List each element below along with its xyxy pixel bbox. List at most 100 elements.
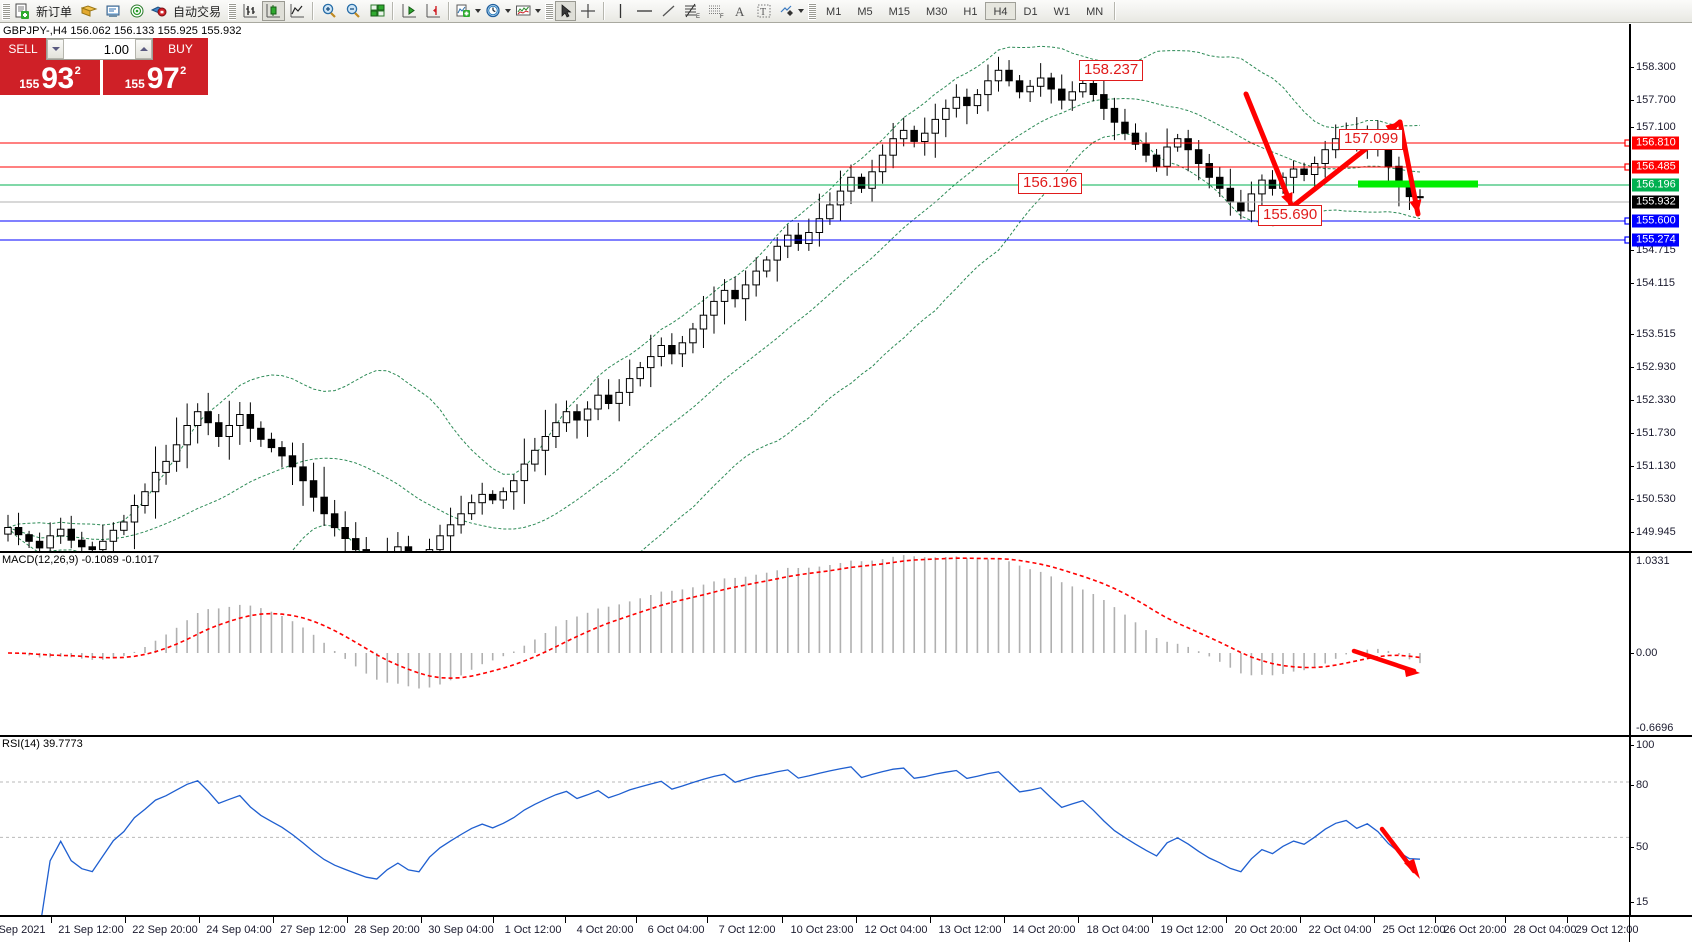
rsi-pane[interactable]: RSI(14) 39.7773 100 80 50 15 (0, 736, 1692, 916)
rsi-axis-tick: 15 (1630, 896, 1649, 908)
buy-price-display[interactable]: 155 97 2 (103, 60, 208, 95)
sell-pips: 93 (41, 62, 74, 95)
price-callout[interactable]: 158.237 (1079, 60, 1144, 81)
signal-button[interactable] (125, 1, 149, 21)
trendline-button[interactable] (656, 1, 680, 21)
candlestick-chart-button[interactable] (262, 1, 286, 21)
time-axis-separator (565, 917, 566, 923)
svg-text:E: E (696, 14, 700, 19)
toolbar-grip[interactable] (2, 2, 10, 20)
buy-button[interactable]: BUY (153, 38, 208, 60)
timeframe-h1[interactable]: H1 (963, 6, 978, 18)
sell-button[interactable]: SELL (0, 38, 46, 60)
zoom-in-icon (322, 3, 336, 18)
time-axis-label: 18 Oct 04:00 (1086, 924, 1150, 936)
price-callout[interactable]: 157.099 (1339, 129, 1404, 150)
templates-icon (516, 5, 531, 16)
auto-scroll-button[interactable] (421, 1, 445, 21)
autotrading-button[interactable]: 自动交易 (149, 1, 226, 21)
cursor-button[interactable] (555, 1, 577, 21)
macd-axis[interactable]: 1.0331 0.00 -0.6696 (1630, 553, 1692, 735)
chart-shift-button[interactable] (397, 1, 421, 21)
volume-decrement-button[interactable] (47, 39, 64, 59)
templates-dropdown-caret[interactable] (535, 9, 542, 13)
horizontal-line-button[interactable] (632, 1, 656, 21)
price-axis-tick: 153.515 (1631, 328, 1676, 340)
time-axis-separator (1004, 917, 1005, 923)
period-dropdown-caret[interactable] (505, 9, 512, 13)
svg-text:T: T (760, 7, 766, 18)
time-axis-separator (1374, 917, 1375, 923)
symbol-info-line: GBPJPY-,H4 156.062 156.133 155.925 155.9… (3, 25, 242, 37)
line-chart-button[interactable] (285, 1, 309, 21)
chevron-up-icon (139, 47, 148, 51)
price-axis[interactable]: 158.300 157.700 157.100 154.715 154.115 153.5… (1630, 24, 1692, 551)
toolbar-grip-3[interactable] (545, 2, 554, 20)
new-order-button[interactable]: 新订单 (12, 1, 77, 21)
zoom-out-button[interactable] (341, 1, 365, 21)
folder-button[interactable] (77, 1, 101, 21)
shapes-icon (780, 5, 794, 16)
price-callout[interactable]: 156.196 (1018, 173, 1083, 194)
price-callout[interactable]: 155.690 (1258, 205, 1323, 226)
time-axis-label: 12 Oct 04:00 (864, 924, 928, 936)
macd-pane-right-edge (1629, 553, 1630, 735)
bar-chart-button[interactable] (238, 1, 262, 21)
time-axis[interactable]: Sep 2021 21 Sep 12:00 22 Sep 20:00 24 Sep 0… (0, 916, 1692, 942)
shapes-dropdown-caret[interactable] (798, 9, 805, 13)
sell-price-display[interactable]: 155 93 2 (0, 60, 100, 95)
crosshair-button[interactable] (576, 1, 600, 21)
timeframe-mn[interactable]: MN (1086, 6, 1104, 18)
text-label-button[interactable]: T (752, 1, 776, 21)
indicators-icon (456, 4, 471, 17)
volume-stepper[interactable]: 1.00 (46, 38, 153, 60)
timeframe-w1[interactable]: W1 (1053, 6, 1071, 18)
macd-pane[interactable]: MACD(12,26,9) -0.1089 -0.1017 1.0331 0.00… (0, 552, 1692, 736)
volume-input[interactable]: 1.00 (103, 41, 129, 57)
volume-increment-button[interactable] (135, 39, 152, 59)
time-axis-label: 24 Sep 04:00 (206, 924, 272, 936)
terminal-button[interactable] (101, 1, 125, 21)
svg-text:F: F (720, 14, 724, 19)
fibonacci-button[interactable]: E (680, 1, 704, 21)
time-axis-label: 4 Oct 20:00 (576, 924, 634, 936)
timeframe-m5[interactable]: M5 (857, 6, 873, 18)
price-level-tag[interactable]: 155.274 (1632, 233, 1679, 247)
rsi-axis-tick: 50 (1630, 841, 1649, 853)
price-chart-pane[interactable]: 158.300 157.700 157.100 154.715 154.115 153.5… (0, 24, 1692, 552)
toolbar-grip-4[interactable] (808, 2, 817, 20)
timeframe-d1[interactable]: D1 (1023, 6, 1038, 18)
time-axis-label: 21 Sep 12:00 (58, 924, 124, 936)
price-level-tag[interactable]: 156.485 (1632, 160, 1679, 174)
time-axis-label: Sep 2021 (0, 924, 46, 936)
timeframe-m30[interactable]: M30 (926, 6, 948, 18)
vertical-line-button[interactable] (608, 1, 632, 21)
indicators-dropdown-caret[interactable] (475, 9, 482, 13)
time-axis-label: 19 Oct 12:00 (1160, 924, 1224, 936)
time-axis-separator (1078, 917, 1079, 923)
rsi-legend: RSI(14) 39.7773 (2, 738, 83, 750)
price-axis-tick: 151.730 (1631, 427, 1676, 439)
zoom-in-button[interactable] (317, 1, 341, 21)
tile-windows-button[interactable] (365, 1, 389, 21)
timeframe-m15[interactable]: M15 (888, 6, 910, 18)
toolbar-grip-2[interactable] (228, 2, 237, 20)
time-axis-separator (51, 917, 52, 923)
shapes-button[interactable] (776, 1, 806, 21)
price-axis-tick: 158.300 (1631, 61, 1676, 73)
price-level-tag[interactable]: 156.196 (1632, 178, 1679, 192)
text-icon: A (735, 4, 745, 19)
one-click-trading-panel[interactable]: SELL 1.00 BUY 155 93 2 155 97 2 (0, 38, 208, 95)
rsi-axis[interactable]: 100 80 50 15 (1630, 737, 1692, 915)
timeframe-m1[interactable]: M1 (826, 6, 842, 18)
timeframe-h4[interactable]: H4 (985, 2, 1016, 20)
period-button[interactable] (483, 1, 513, 21)
text-button[interactable]: A (728, 1, 752, 21)
price-level-tag[interactable]: 156.810 (1632, 136, 1679, 150)
price-level-tag[interactable]: 155.932 (1632, 195, 1679, 209)
price-level-tag[interactable]: 155.600 (1632, 214, 1679, 228)
fibonacci-fan-button[interactable]: F (704, 1, 728, 21)
indicators-button[interactable] (453, 1, 483, 21)
time-axis-separator (1567, 917, 1568, 923)
templates-button[interactable] (513, 1, 543, 21)
